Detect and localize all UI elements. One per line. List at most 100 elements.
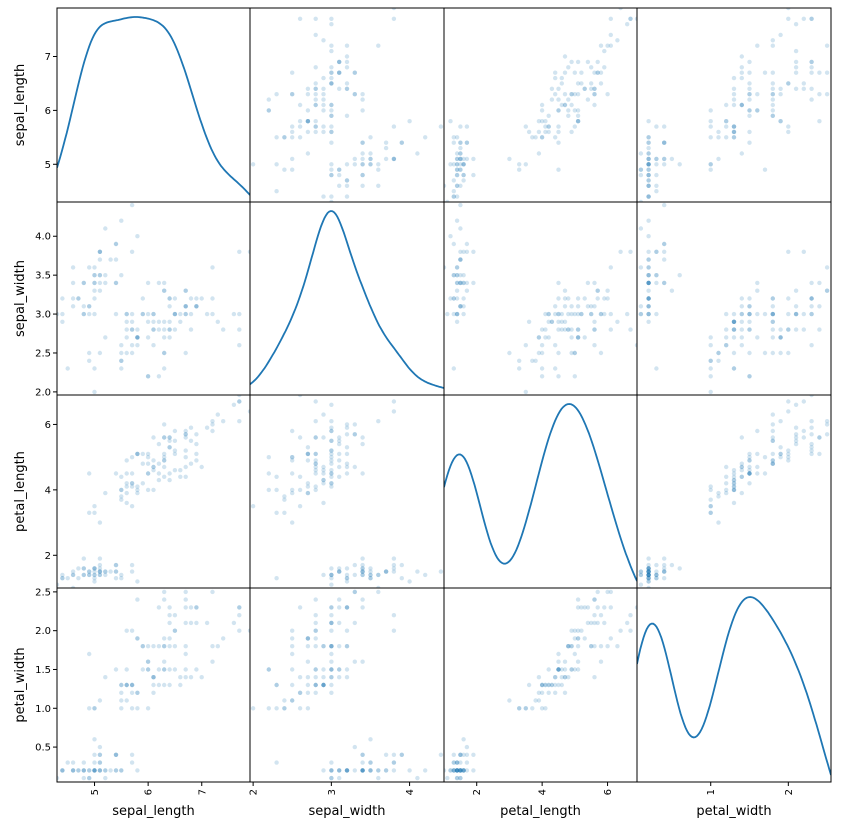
scatter-point	[770, 92, 775, 97]
scatter-point	[662, 156, 667, 162]
scatter-point	[92, 572, 97, 578]
scatter-point	[638, 582, 644, 587]
y-tick-sepal_length: 5	[45, 160, 57, 171]
scatter-point	[162, 319, 167, 324]
cell-frame	[56, 201, 251, 396]
scatter-point	[97, 744, 103, 750]
scatter-point	[464, 156, 470, 162]
scatter-point	[592, 319, 597, 324]
scatter-point	[461, 752, 466, 757]
scatter-point	[448, 119, 453, 124]
scatter-point	[344, 65, 350, 70]
y-tick-label: 2.5	[35, 348, 51, 359]
scatter-point	[151, 464, 156, 470]
scatter-point	[778, 92, 783, 97]
scatter-point	[572, 350, 577, 356]
scatter-point	[337, 675, 342, 680]
scatter-point	[215, 319, 220, 324]
scatter-point	[113, 241, 119, 247]
scatter-point	[451, 194, 456, 199]
scatter-point	[646, 576, 651, 581]
scatter-point	[731, 86, 737, 92]
scatter-point	[755, 288, 760, 293]
scatter-point	[329, 644, 334, 649]
scatter-point	[183, 667, 188, 672]
scatter-point	[556, 667, 561, 672]
scatter-point	[608, 16, 613, 21]
scatter-point	[451, 768, 456, 773]
scatter-point	[747, 471, 752, 476]
scatter-point	[747, 464, 752, 470]
scatter-point	[646, 569, 651, 574]
scatter-point	[321, 86, 326, 92]
scatter-point	[546, 124, 551, 129]
scatter-point	[391, 409, 397, 414]
scatter-point	[458, 752, 463, 757]
scatter-point	[313, 461, 318, 466]
scatter-point	[360, 162, 365, 167]
scatter-point	[739, 102, 744, 108]
scatter-point	[391, 760, 397, 765]
scatter-point	[523, 706, 528, 711]
scatter-point	[809, 445, 814, 450]
scatter-point	[313, 613, 318, 618]
scatter-point	[329, 572, 334, 578]
scatter-point	[553, 311, 558, 317]
scatter-point	[81, 760, 87, 765]
scatter-point	[329, 620, 334, 626]
scatter-point	[97, 768, 103, 773]
scatter-point	[266, 667, 271, 672]
scatter-point	[444, 183, 447, 188]
scatter-point	[646, 280, 651, 286]
scatter-point	[305, 490, 311, 496]
scatter-point	[321, 435, 326, 440]
scatter-point	[162, 455, 167, 460]
scatter-point	[817, 70, 822, 75]
scatter-point	[724, 487, 729, 493]
scatter-point	[162, 327, 167, 332]
scatter-point	[119, 698, 124, 703]
scatter-point	[747, 70, 752, 75]
scatter-point	[646, 273, 651, 278]
scatter-point	[92, 510, 97, 515]
scatter-point	[368, 566, 373, 571]
y-tick-sepal_length: 6	[45, 106, 57, 117]
scatter-point	[188, 461, 194, 466]
scatter-point	[368, 151, 373, 156]
scatter-point	[247, 249, 250, 254]
scatter-point	[313, 682, 318, 688]
scatter-point	[313, 97, 318, 102]
scatter-point	[352, 162, 357, 167]
scatter-point	[156, 461, 162, 466]
scatter-point	[793, 65, 799, 70]
scatter-point	[809, 86, 814, 92]
scatter-point	[140, 644, 145, 649]
scatter-point	[801, 327, 806, 332]
cell-plot-area	[250, 210, 444, 389]
scatter-point	[337, 474, 342, 479]
scatter-point	[194, 304, 199, 309]
scatter-point	[575, 644, 581, 649]
scatter-point	[391, 556, 397, 561]
scatter-point	[461, 178, 466, 183]
scatter-point	[569, 92, 574, 97]
scatter-point	[119, 358, 124, 363]
scatter-point	[448, 234, 453, 239]
scatter-point	[575, 335, 581, 340]
scatter-point	[344, 178, 350, 183]
scatter-point	[313, 620, 318, 626]
scatter-point	[770, 311, 775, 317]
scatter-point	[809, 16, 814, 21]
scatter-point	[87, 265, 92, 270]
scatter-point	[731, 335, 737, 340]
scatter-point	[391, 628, 397, 633]
scatter-point	[559, 319, 564, 324]
scatter-point	[628, 249, 633, 254]
scatter-point	[553, 304, 558, 309]
scatter-point	[575, 296, 581, 301]
scatter-point	[585, 59, 591, 65]
scatter-point	[669, 156, 675, 162]
scatter-point	[628, 628, 633, 633]
scatter-point	[461, 296, 466, 301]
scatter-point	[592, 70, 597, 75]
